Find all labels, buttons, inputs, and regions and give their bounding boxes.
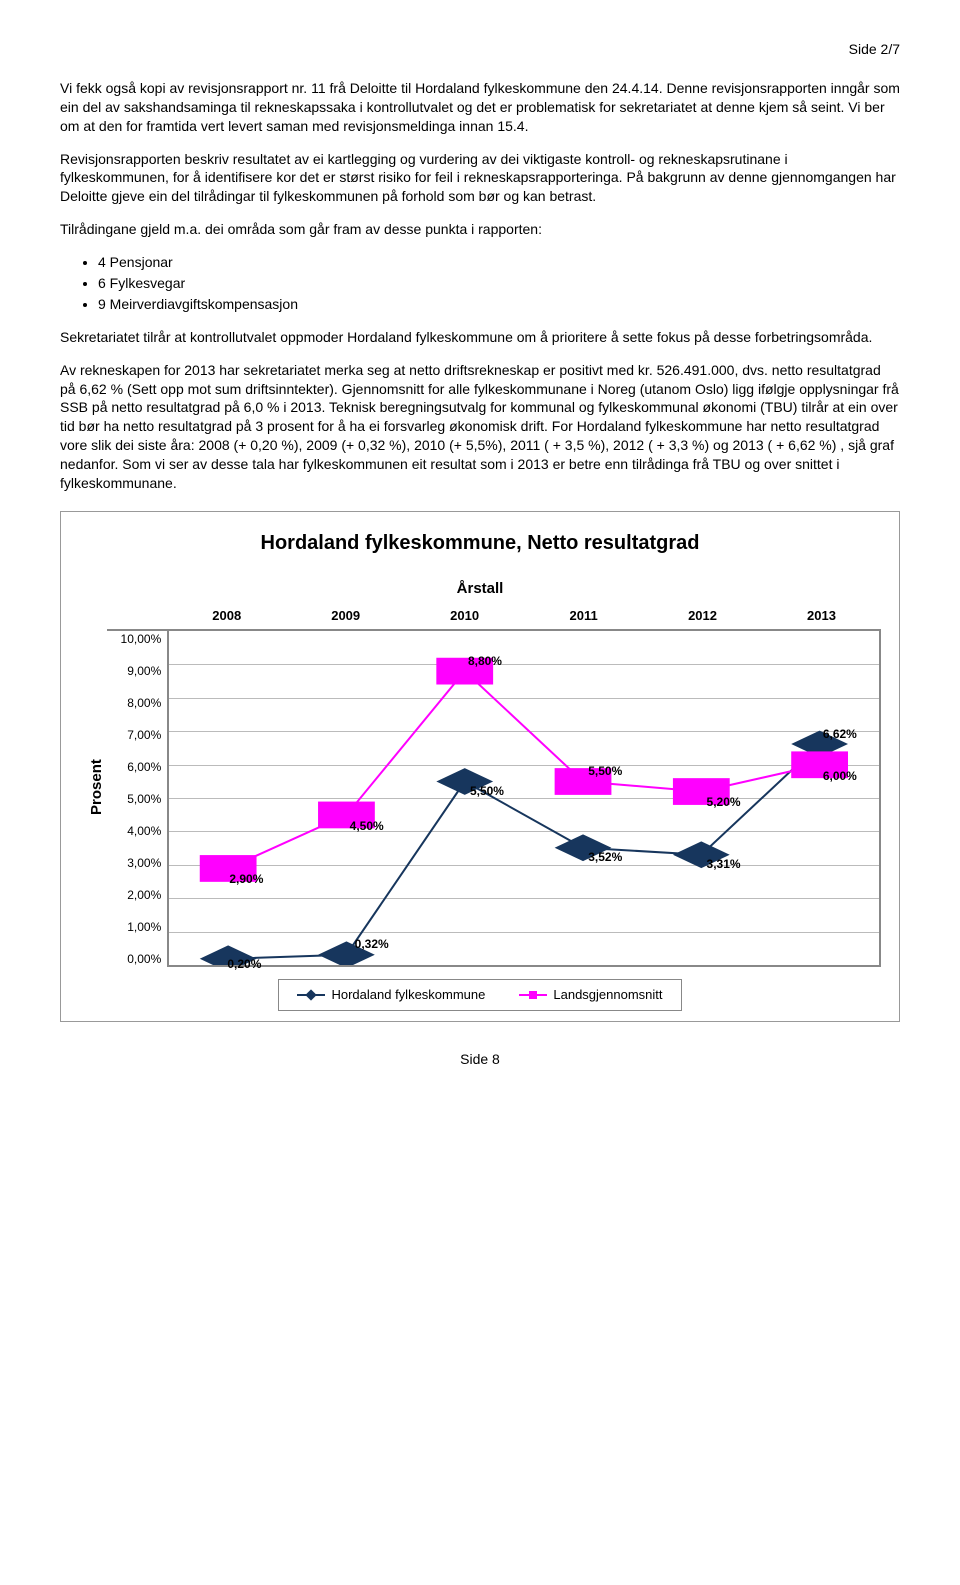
legend-label: Hordaland fylkeskommune <box>331 986 485 1004</box>
para-3: Tilrådingane gjeld m.a. dei områda som g… <box>60 220 900 239</box>
y-labels-col: 10,00% 9,00% 8,00% 7,00% 6,00% 5,00% 4,00% 3,00… <box>107 631 167 967</box>
y-tick-label: 7,00% <box>107 727 161 743</box>
chart-container: Hordaland fylkeskommune, Netto resultatg… <box>60 511 900 1022</box>
data-point-label: 8,80% <box>468 653 502 669</box>
x-tick-label: 2013 <box>762 607 881 629</box>
page-number-top: Side 2/7 <box>60 40 900 59</box>
data-point-label: 0,20% <box>227 956 261 972</box>
para-4: Sekretariatet tilrår at kontrollutvalet … <box>60 328 900 347</box>
y-tick-label: 4,00% <box>107 823 161 839</box>
data-point-label: 6,62% <box>823 726 857 742</box>
para-5: Av rekneskapen for 2013 har sekretariate… <box>60 361 900 493</box>
legend-label: Landsgjennomsnitt <box>553 986 662 1004</box>
data-point-label: 3,31% <box>707 856 741 872</box>
y-tick-label: 2,00% <box>107 887 161 903</box>
data-point-label: 5,50% <box>470 783 504 799</box>
plot-area: 0,20%0,32%5,50%3,52%3,31%6,62%2,90%4,50%… <box>167 631 881 967</box>
bullet-item: 4 Pensjonar <box>98 253 900 272</box>
y-tick-label: 5,00% <box>107 791 161 807</box>
chart-title: Hordaland fylkeskommune, Netto resultatg… <box>79 530 881 557</box>
data-point-label: 0,32% <box>355 936 389 952</box>
bullet-list: 4 Pensjonar 6 Fylkesvegar 9 Meirverdiavg… <box>60 253 900 314</box>
y-tick-label: 6,00% <box>107 759 161 775</box>
page-number-bottom: Side 8 <box>60 1050 900 1069</box>
x-tick-label: 2008 <box>167 607 286 629</box>
legend-item: Landsgjennomsnitt <box>519 986 662 1004</box>
x-tick-label: 2010 <box>405 607 524 629</box>
bullet-item: 9 Meirverdiavgiftskompensasjon <box>98 295 900 314</box>
y-tick-label: 9,00% <box>107 663 161 679</box>
legend-swatch <box>519 994 547 996</box>
para-1: Vi fekk også kopi av revisjonsrapport nr… <box>60 79 900 136</box>
data-point-label: 4,50% <box>350 818 384 834</box>
x-labels-row: 2008 2009 2010 2011 2012 2013 <box>107 607 881 631</box>
data-point-label: 5,20% <box>707 794 741 810</box>
y-tick-label: 0,00% <box>107 951 161 967</box>
y-tick-label: 8,00% <box>107 695 161 711</box>
data-point-label: 2,90% <box>229 871 263 887</box>
data-point-label: 5,50% <box>588 763 622 779</box>
x-tick-label: 2009 <box>286 607 405 629</box>
data-point-label: 6,00% <box>823 768 857 784</box>
bullet-item: 6 Fylkesvegar <box>98 274 900 293</box>
x-tick-label: 2011 <box>524 607 643 629</box>
legend-swatch <box>297 994 325 996</box>
para-2: Revisjonsrapporten beskriv resultatet av… <box>60 150 900 207</box>
x-axis-title: Årstall <box>79 579 881 599</box>
y-tick-label: 1,00% <box>107 919 161 935</box>
x-tick-label: 2012 <box>643 607 762 629</box>
chart-legend: Hordaland fylkeskommune Landsgjennomsnitt <box>278 979 681 1011</box>
y-tick-label: 10,00% <box>107 631 161 647</box>
chart-layout: Prosent 2008 2009 2010 2011 2012 2013 10… <box>79 607 881 967</box>
y-axis-title: Prosent <box>79 607 107 967</box>
data-point-label: 3,52% <box>588 849 622 865</box>
y-tick-label: 3,00% <box>107 855 161 871</box>
legend-item: Hordaland fylkeskommune <box>297 986 485 1004</box>
